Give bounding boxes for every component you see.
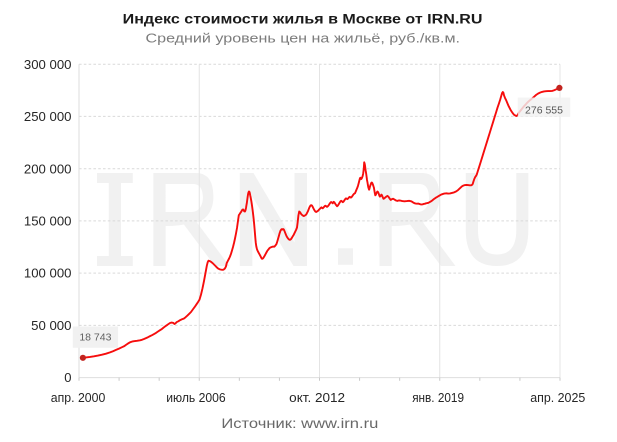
svg-text:200 000: 200 000 [24, 161, 72, 176]
svg-text:Средний уровень цен на жильё,: Средний уровень цен на жильё, руб./кв.м. [146, 31, 461, 45]
svg-text:18 743: 18 743 [79, 332, 111, 344]
svg-text:окт. 2012: окт. 2012 [289, 390, 345, 405]
svg-text:50 000: 50 000 [31, 318, 71, 333]
svg-text:янв. 2019: янв. 2019 [412, 390, 464, 405]
svg-text:250 000: 250 000 [24, 109, 72, 124]
svg-text:150 000: 150 000 [24, 214, 72, 229]
svg-text:Индекс стоимости жилья в Москв: Индекс стоимости жилья в Москве от IRN.R… [123, 12, 483, 27]
svg-text:апр. 2025: апр. 2025 [530, 390, 585, 405]
svg-text:июль 2006: июль 2006 [166, 390, 226, 405]
svg-text:276 555: 276 555 [525, 104, 563, 116]
svg-text:0: 0 [64, 370, 71, 385]
svg-text:апр. 2000: апр. 2000 [51, 390, 106, 405]
svg-text:300 000: 300 000 [24, 57, 72, 72]
svg-text:100 000: 100 000 [24, 266, 72, 281]
svg-text:Источник: www.irn.ru: Источник: www.irn.ru [221, 415, 378, 431]
